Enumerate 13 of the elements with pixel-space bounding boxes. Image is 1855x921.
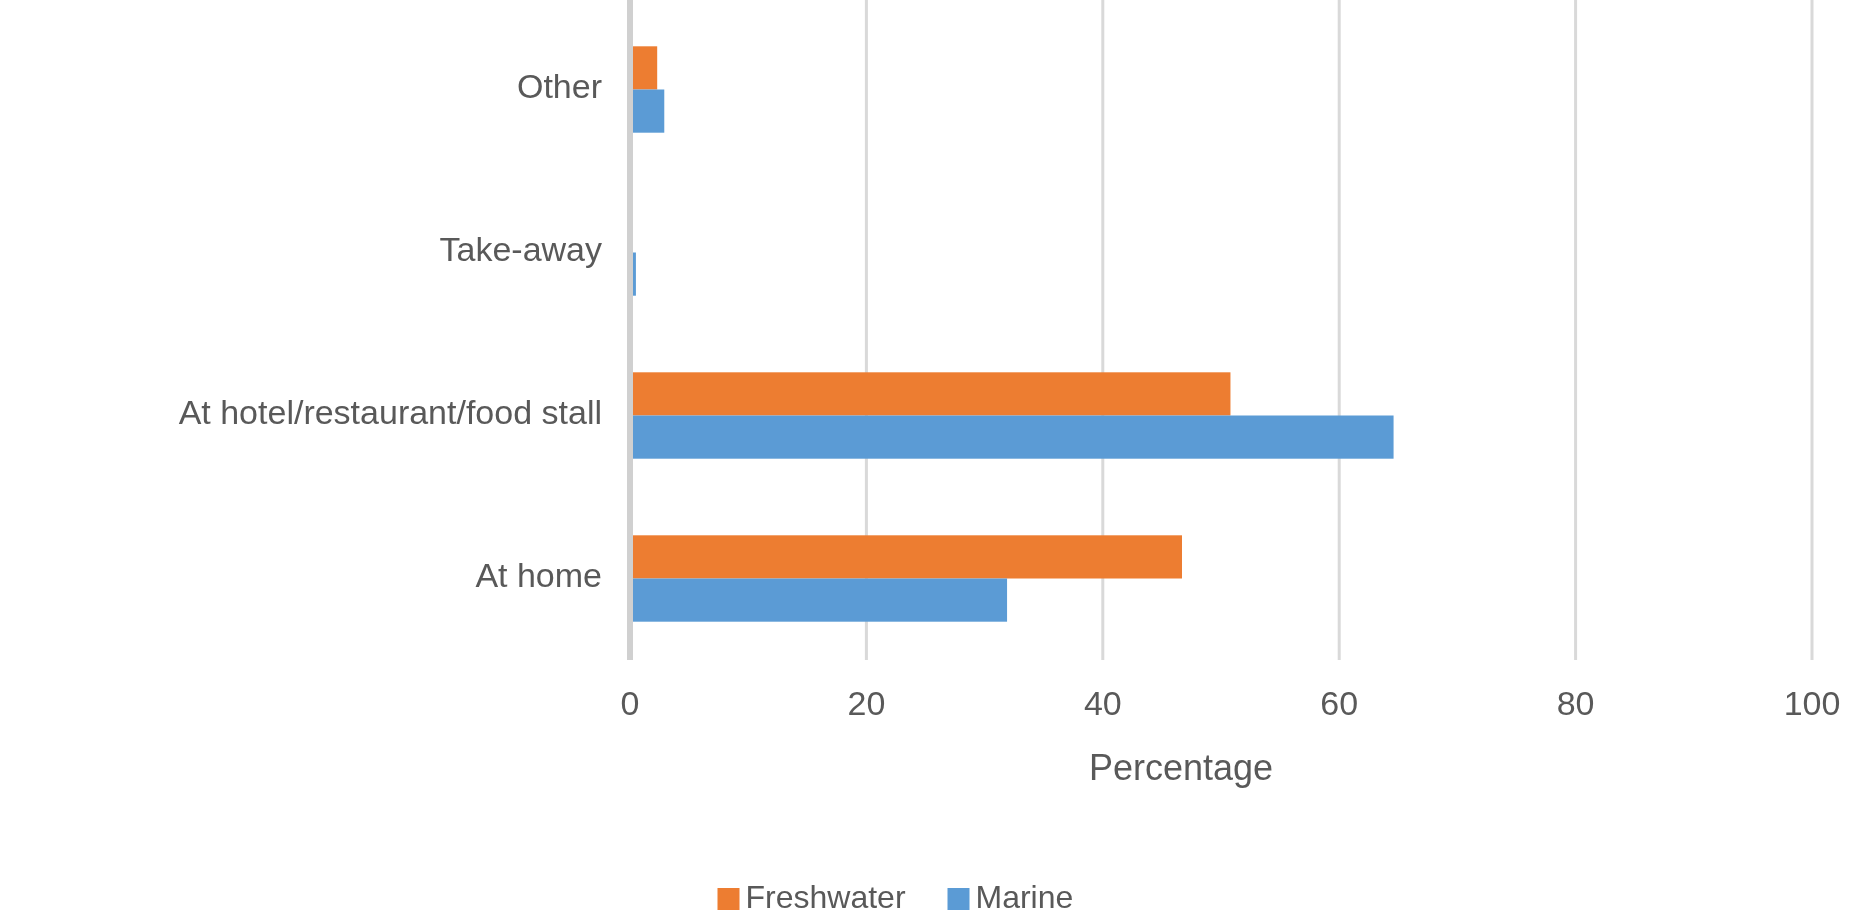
legend-label: Freshwater bbox=[745, 879, 906, 916]
x-tick-label: 60 bbox=[1320, 684, 1359, 722]
y-tick-label: At hotel/restaurant/food stall bbox=[178, 393, 602, 432]
legend-label: Marine bbox=[975, 879, 1074, 916]
x-tick-label: 80 bbox=[1556, 684, 1595, 722]
x-axis-title: Percentage bbox=[1088, 747, 1274, 788]
x-tick-label: 20 bbox=[847, 684, 886, 722]
x-tick-label: 0 bbox=[620, 684, 640, 722]
y-tick-label: Other bbox=[516, 67, 602, 106]
x-tick-label: 100 bbox=[1783, 684, 1841, 722]
y-tick-label: At home bbox=[475, 556, 602, 595]
y-tick-label: Take-away bbox=[439, 230, 602, 269]
x-tick-label: 40 bbox=[1083, 684, 1122, 722]
